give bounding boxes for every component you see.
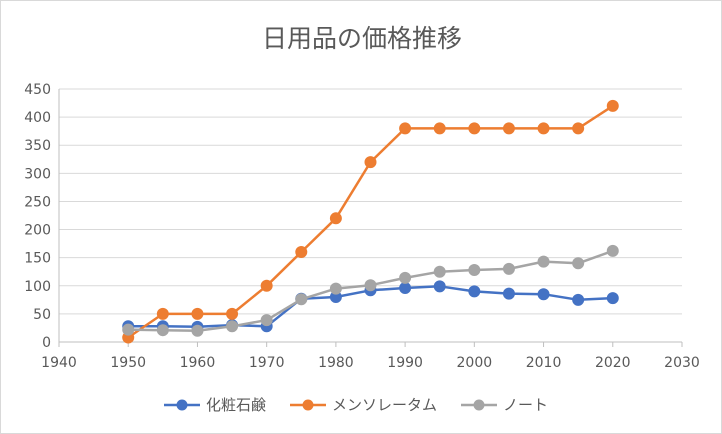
data-point [156,324,169,337]
data-point [329,282,342,295]
legend-item: ノート [461,396,548,414]
data-point [502,287,515,300]
legend: 化粧石鹸 メンソレータム ノート [164,396,548,414]
data-point [122,323,135,336]
legend-marker [176,399,188,411]
data-point [156,307,169,320]
data-point [191,307,204,320]
y-tick-label: 350 [24,138,51,154]
axes: 0 50 100 150 200 250 300 350 400 450 1940 1950 1960 1… [24,82,700,371]
data-point [606,99,619,112]
data-point [433,280,446,293]
data-point [295,246,308,259]
data-point [537,122,550,135]
data-point [399,271,412,284]
y-tick-label: 300 [24,166,51,182]
x-tick-label: 1960 [180,355,216,371]
data-point [537,288,550,301]
chart-title: 日用品の価格推移 [262,24,462,53]
data-point [502,262,515,275]
x-tick-label: 1990 [387,355,423,371]
legend-marker [473,399,485,411]
data-point [329,212,342,225]
data-point [433,122,446,135]
x-tick-label: 2000 [457,355,493,371]
data-point [606,292,619,305]
data-point [399,122,412,135]
data-point [502,122,515,135]
data-point [364,279,377,292]
data-point [260,314,273,327]
series-line [127,104,614,339]
data-point [537,255,550,268]
x-tick-label: 1940 [41,355,77,371]
data-point [191,324,204,337]
x-tick-label: 2020 [595,355,631,371]
legend-label: 化粧石鹸 [206,396,266,414]
legend-item: 化粧石鹸 [164,396,266,414]
y-tick-label: 200 [24,223,51,239]
y-tick-label: 100 [24,279,51,295]
x-tick-label: 1970 [249,355,285,371]
x-tick-label: 2010 [526,355,562,371]
data-point [572,122,585,135]
y-tick-label: 0 [42,335,51,351]
legend-item: メンソレータム [290,396,437,414]
gridlines [58,88,682,343]
y-tick-label: 250 [24,194,51,210]
legend-marker [302,399,314,411]
legend-label: メンソレータム [332,396,437,414]
series-3 [122,244,619,337]
y-tick-label: 450 [24,82,51,98]
data-point [606,244,619,257]
data-point [295,293,308,306]
series-2 [122,99,619,344]
data-point [399,282,412,295]
y-tick-label: 400 [24,110,51,126]
data-point [572,257,585,270]
x-tick-label: 1980 [318,355,354,371]
data-point [226,320,239,333]
data-point [468,264,481,277]
series-group [122,99,619,344]
y-tick-label: 50 [33,307,51,323]
x-tick-label: 1950 [110,355,146,371]
data-point [468,122,481,135]
data-point [433,265,446,278]
y-tick-label: 150 [24,251,51,267]
legend-label: ノート [503,396,548,414]
data-point [468,285,481,298]
x-tick-label: 2030 [664,355,700,371]
data-point [364,156,377,169]
data-point [226,307,239,320]
data-point [260,279,273,292]
data-point [572,293,585,306]
